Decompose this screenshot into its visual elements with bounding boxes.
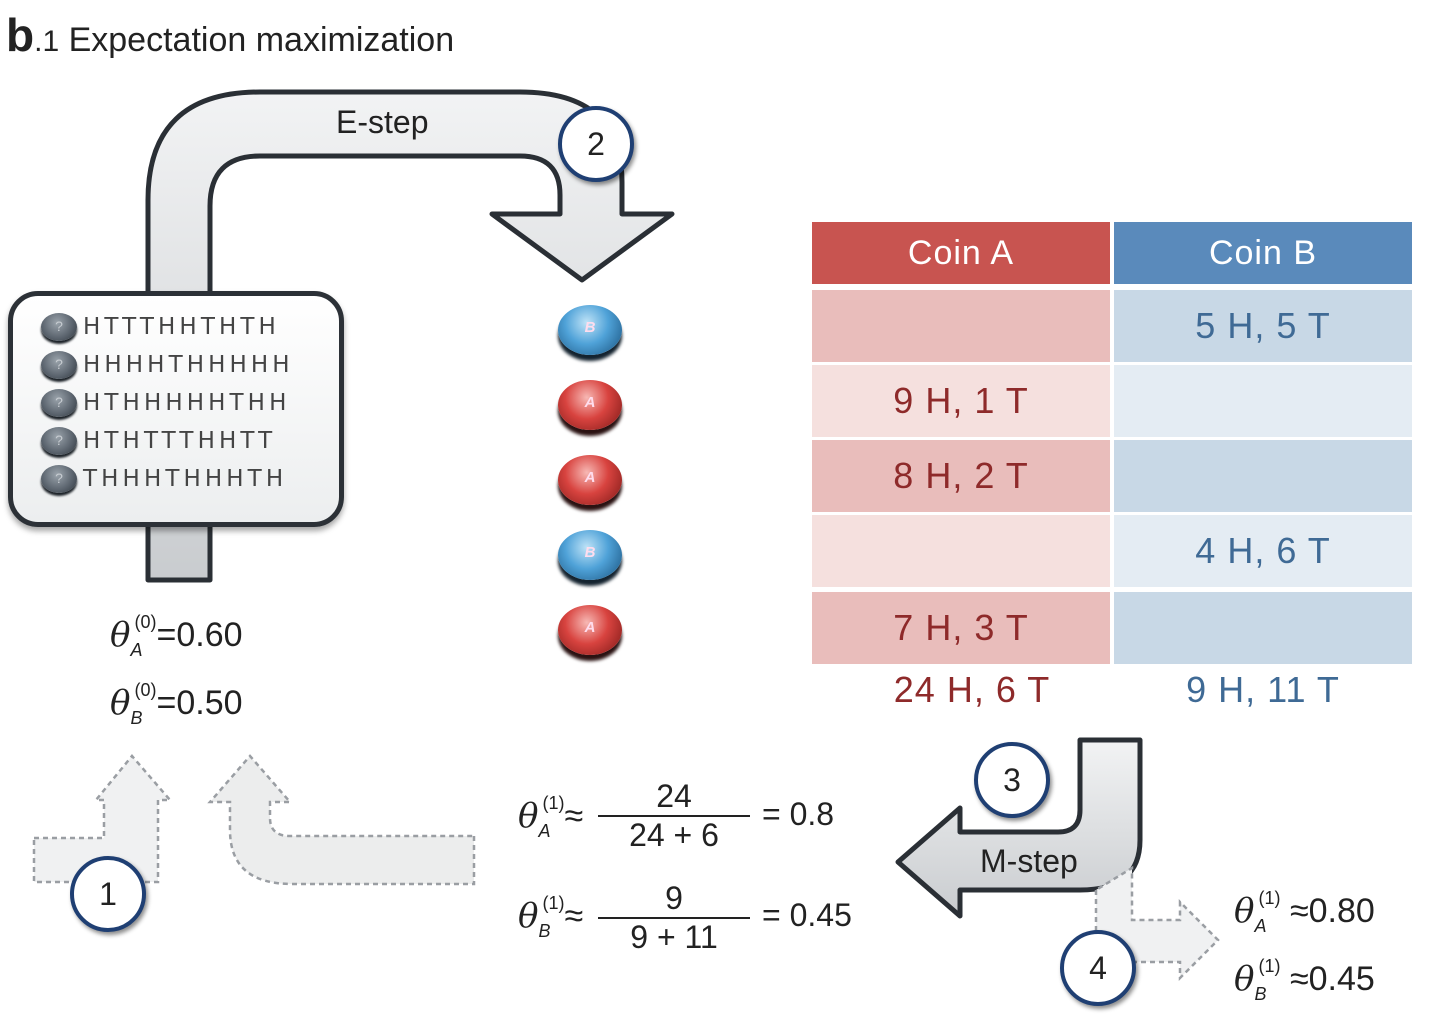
step-badge-4: 4 [1060, 930, 1136, 1006]
total-coin-b: 9 H, 11 T [1186, 669, 1340, 710]
figure-title: b.1 Expectation maximization [6, 8, 454, 62]
coin-a-icon: A [558, 380, 622, 430]
e-step-label: E-step [336, 104, 429, 140]
header-coin-b: Coin B [1114, 222, 1412, 284]
unknown-coin-icon: ? [41, 389, 77, 417]
sequence-row: ? HHHHTHHHHH [41, 348, 294, 382]
step-badge-2: 2 [558, 106, 634, 182]
counts-table: Coin A Coin B 5 H, 5 T 9 H, 1 T 8 H, 2 T… [812, 222, 1412, 666]
flip-sequence: THHHTHHHTH [83, 466, 288, 492]
sequence-row: ? HTTTHHTHTH [41, 310, 280, 344]
update-theta-a-result: = 0.8 [762, 796, 835, 832]
update-theta-b-symbol: θB(1)≈ [518, 893, 584, 941]
denominator: 24 + 6 [629, 817, 719, 853]
title-text: Expectation maximization [68, 21, 455, 59]
table-cell-a [812, 290, 1110, 362]
final-theta-b: θB(1) ≈0.45 [1234, 956, 1375, 1004]
step-badge-1: 1 [70, 856, 146, 932]
panel-number: .1 [34, 25, 60, 58]
table-cell-b [1114, 365, 1412, 437]
update-theta-b-fraction: 9 9 + 11 [598, 880, 750, 956]
sequence-row: ? HTHTTTHHTT [41, 424, 276, 458]
initial-theta-b: θB(0)=0.50 [110, 680, 243, 728]
table-cell-a [812, 515, 1110, 587]
flip-sequence: HHHHTHHHHH [83, 352, 294, 378]
unknown-coin-icon: ? [41, 465, 77, 493]
table-cell-a: 9 H, 1 T [812, 365, 1110, 437]
table-cell-a: 8 H, 2 T [812, 440, 1110, 512]
m-step-label: M-step [980, 843, 1078, 879]
numerator: 24 [656, 778, 692, 814]
start-arrow [32, 754, 173, 884]
unknown-coin-icon: ? [41, 313, 77, 341]
sequence-panel: ? HTTTHHTHTH ? HHHHTHHHHH ? HTHHHHHTHH ?… [8, 291, 344, 527]
table-cell-b: 5 H, 5 T [1114, 290, 1412, 362]
update-theta-a-fraction: 24 24 + 6 [598, 778, 750, 854]
table-cell-b [1114, 440, 1412, 512]
initial-theta-a: θA(0)=0.60 [110, 612, 243, 660]
update-theta-a-symbol: θA(1)≈ [518, 793, 584, 841]
coin-b-icon: B [558, 305, 622, 355]
flip-sequence: HTTTHHTHTH [83, 314, 280, 340]
header-coin-a: Coin A [812, 222, 1110, 284]
sequence-row: ? HTHHHHHTHH [41, 386, 290, 420]
coin-b-icon: B [558, 530, 622, 580]
return-arrow [207, 754, 476, 886]
numerator: 9 [665, 880, 683, 916]
table-cell-b: 4 H, 6 T [1114, 515, 1412, 587]
total-coin-a: 24 H, 6 T [893, 669, 1051, 710]
denominator: 9 + 11 [630, 919, 718, 955]
update-theta-b-result: = 0.45 [762, 897, 852, 933]
coin-a-icon: A [558, 455, 622, 505]
m-step-arrow [895, 737, 1143, 919]
table-cell-b [1114, 592, 1412, 664]
flip-sequence: HTHTTTHHTT [83, 428, 277, 454]
coin-a-icon: A [558, 605, 622, 655]
final-theta-a: θA(1) ≈0.80 [1234, 888, 1375, 936]
step-badge-3: 3 [974, 742, 1050, 818]
sequence-row: ? THHHTHHHTH [41, 462, 287, 496]
e-step-arrow [145, 89, 675, 583]
unknown-coin-icon: ? [41, 351, 77, 379]
table-cell-a: 7 H, 3 T [812, 592, 1110, 664]
unknown-coin-icon: ? [41, 427, 77, 455]
flip-sequence: HTHHHHHTHH [83, 390, 291, 416]
panel-letter: b [6, 9, 35, 61]
